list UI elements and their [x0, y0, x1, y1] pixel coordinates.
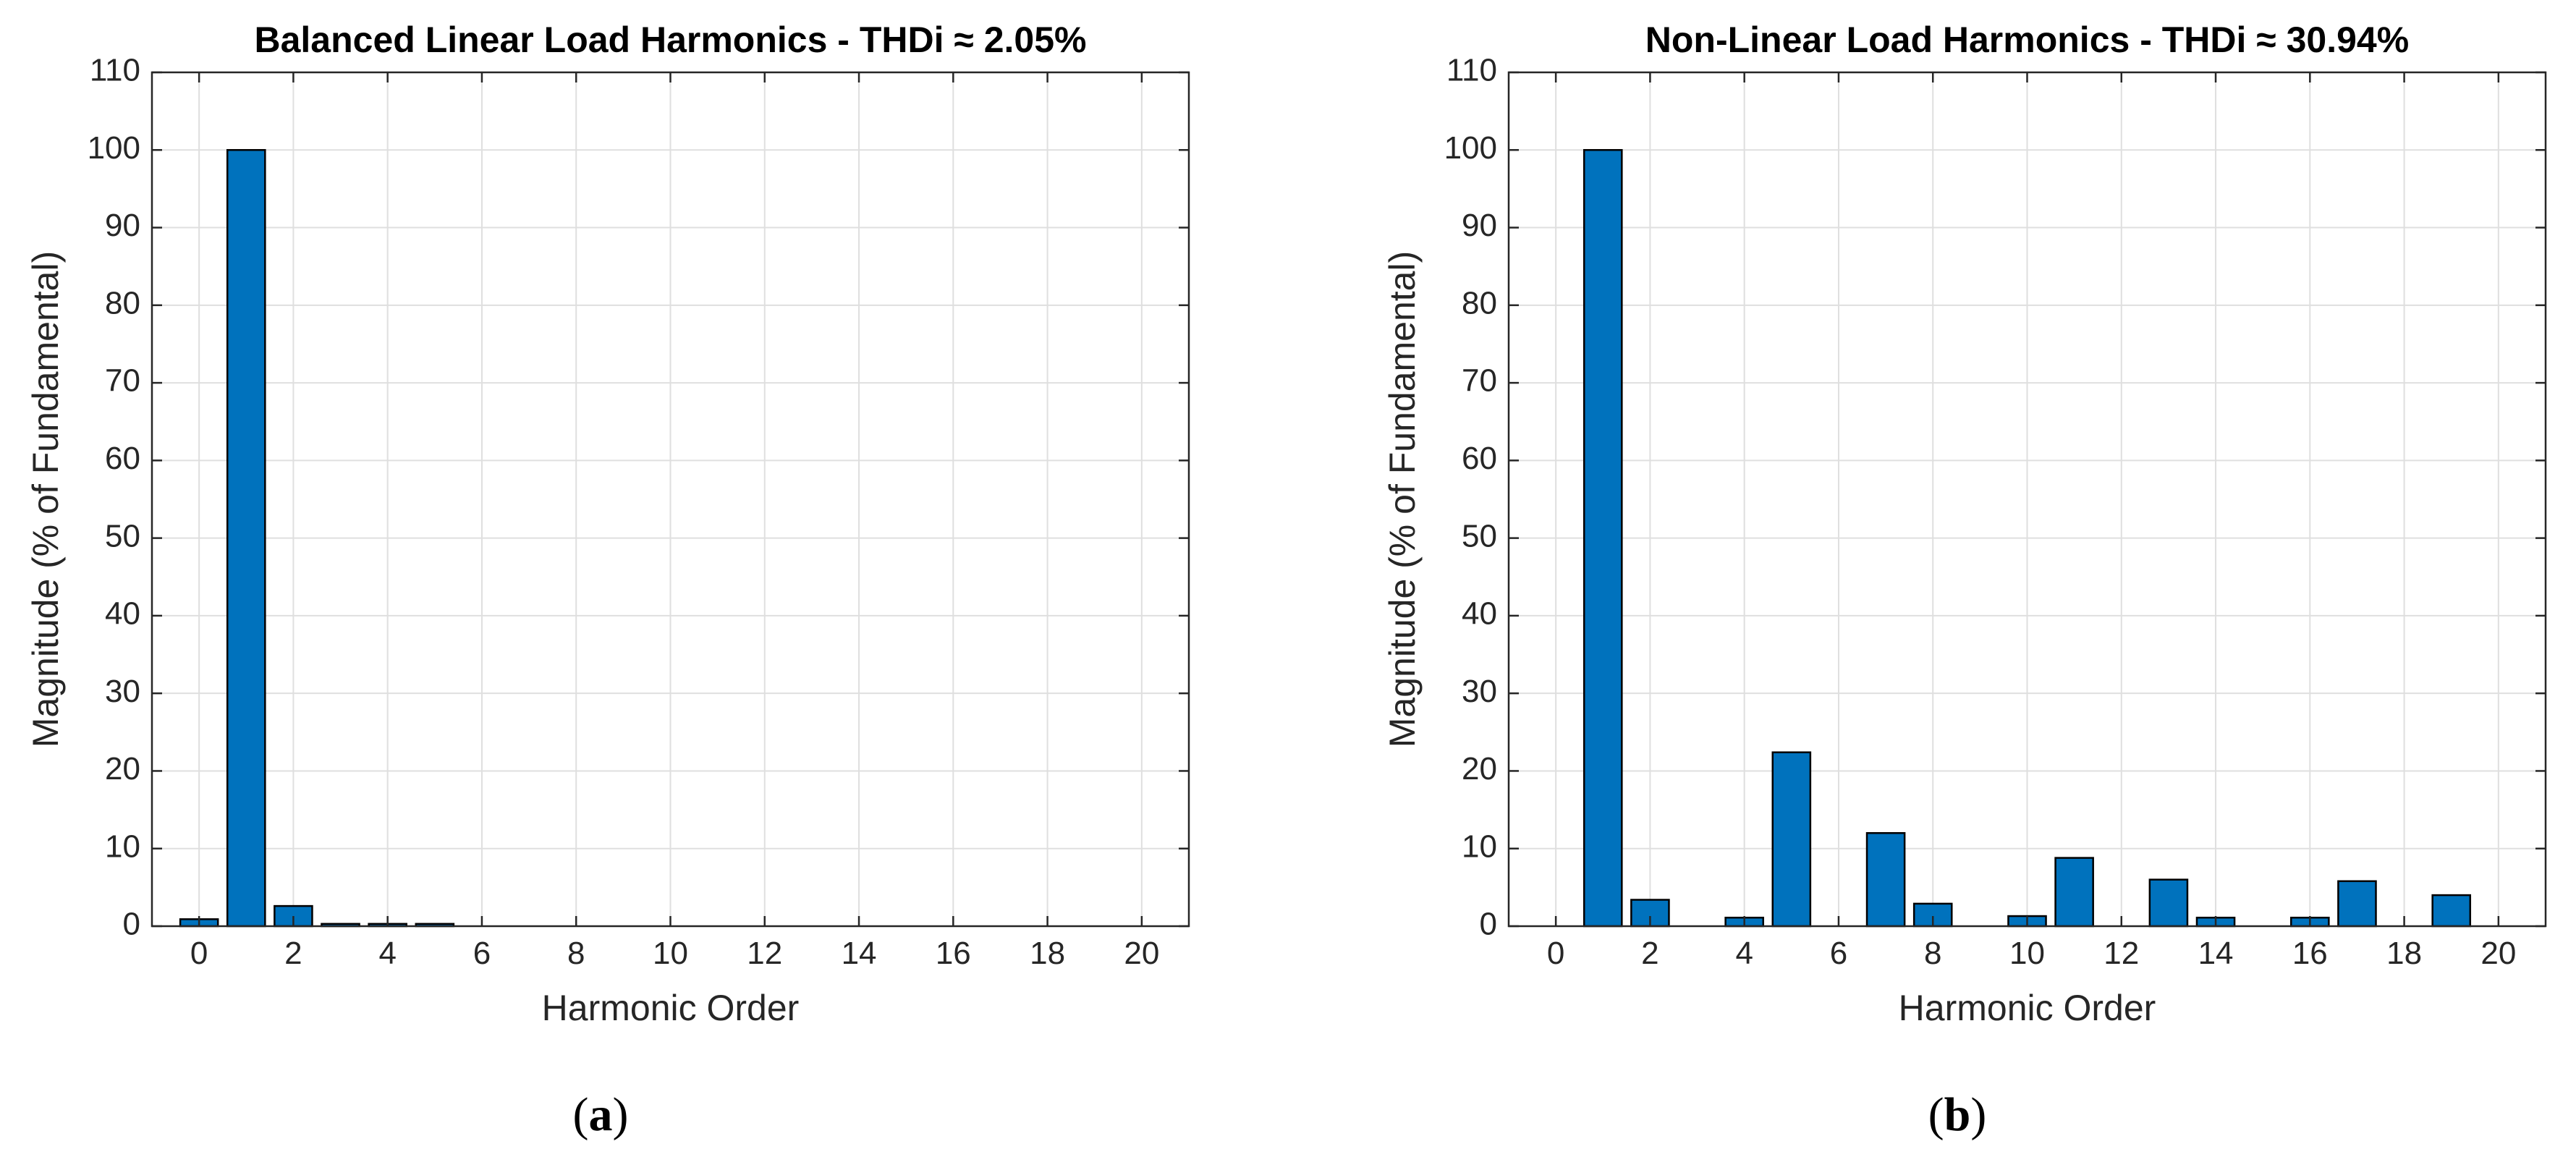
- x-tick-label: 6: [473, 936, 491, 971]
- bar: [2054, 857, 2094, 928]
- x-tick-label: 6: [1830, 936, 1847, 971]
- panel-caption: (a): [573, 1088, 629, 1141]
- bar: [1771, 751, 1812, 928]
- x-tick-label: 18: [1030, 936, 1065, 971]
- y-tick-label: 10: [105, 828, 140, 864]
- y-tick-label: 70: [1462, 363, 1497, 399]
- y-tick-label: 80: [1462, 285, 1497, 321]
- y-tick-label: 30: [1462, 674, 1497, 709]
- y-tick-label: 110: [1446, 53, 1497, 88]
- x-tick-label: 12: [2103, 936, 2139, 971]
- x-axis-label: Harmonic Order: [1899, 988, 2156, 1028]
- y-tick-label: 50: [1462, 518, 1497, 554]
- x-tick-label: 20: [2480, 936, 2516, 971]
- chart-title: Balanced Linear Load Harmonics - THDi ≈ …: [255, 20, 1087, 60]
- y-tick-label: 100: [88, 130, 140, 166]
- chart-title: Non-Linear Load Harmonics - THDi ≈ 30.94…: [1645, 20, 2409, 60]
- bar: [1865, 832, 1906, 928]
- x-axis-label: Harmonic Order: [542, 988, 800, 1028]
- y-tick-label: 50: [105, 518, 140, 554]
- y-tick-label: 60: [1462, 441, 1497, 476]
- y-tick-label: 20: [1462, 751, 1497, 787]
- y-tick-label: 110: [90, 53, 140, 88]
- x-tick-label: 2: [1641, 936, 1658, 971]
- bar: [1583, 149, 1623, 928]
- x-tick-label: 18: [2386, 936, 2422, 971]
- y-tick-label: 90: [1462, 208, 1497, 243]
- x-tick-label: 16: [936, 936, 971, 971]
- y-tick-label: 70: [105, 363, 140, 399]
- y-tick-label: 60: [105, 441, 140, 476]
- bar: [226, 149, 266, 928]
- x-tick-label: 4: [378, 936, 396, 971]
- panel-caption: (b): [1928, 1088, 1987, 1141]
- panel-caption-letter: a: [589, 1088, 613, 1141]
- x-tick-label: 2: [284, 936, 302, 971]
- y-axis-label: Magnitude (% of Fundamental): [25, 251, 66, 747]
- x-tick-label: 20: [1124, 936, 1159, 971]
- x-tick-label: 10: [653, 936, 688, 971]
- bar: [2337, 880, 2377, 928]
- y-tick-label: 30: [105, 674, 140, 709]
- bar: [2431, 894, 2472, 928]
- x-tick-label: 12: [747, 936, 782, 971]
- y-tick-label: 0: [123, 907, 140, 942]
- panel-caption-letter: b: [1944, 1088, 1971, 1141]
- y-tick-label: 40: [105, 596, 140, 632]
- bar: [2148, 878, 2189, 928]
- chart-panel-b: 0 10 20 30 40 50 60 70 80 90 100 110 0 2 4 6 8 10 12 14 16 18…: [1382, 20, 2547, 1141]
- y-tick-label: 100: [1444, 130, 1497, 166]
- x-tick-label: 4: [1735, 936, 1753, 971]
- y-tick-label: 80: [105, 285, 140, 321]
- x-tick-label: 14: [2198, 936, 2234, 971]
- y-tick-label: 20: [105, 751, 140, 787]
- x-tick-label: 8: [1924, 936, 1941, 971]
- chart-panel-a: 0 10 20 30 40 50 60 70 80 90 100 110 0 2 4 6 8 10 12 14 16 18…: [25, 20, 1190, 1141]
- x-tick-label: 8: [567, 936, 585, 971]
- y-tick-label: 10: [1462, 828, 1497, 864]
- y-axis-label: Magnitude (% of Fundamental): [1382, 251, 1423, 747]
- x-tick-label: 0: [190, 936, 208, 971]
- x-tick-label: 14: [842, 936, 877, 971]
- x-tick-label: 16: [2292, 936, 2328, 971]
- y-tick-label: 40: [1462, 596, 1497, 632]
- x-tick-label: 10: [2009, 936, 2045, 971]
- y-tick-label: 0: [1480, 907, 1497, 942]
- y-tick-label: 90: [105, 208, 140, 243]
- x-tick-label: 0: [1547, 936, 1564, 971]
